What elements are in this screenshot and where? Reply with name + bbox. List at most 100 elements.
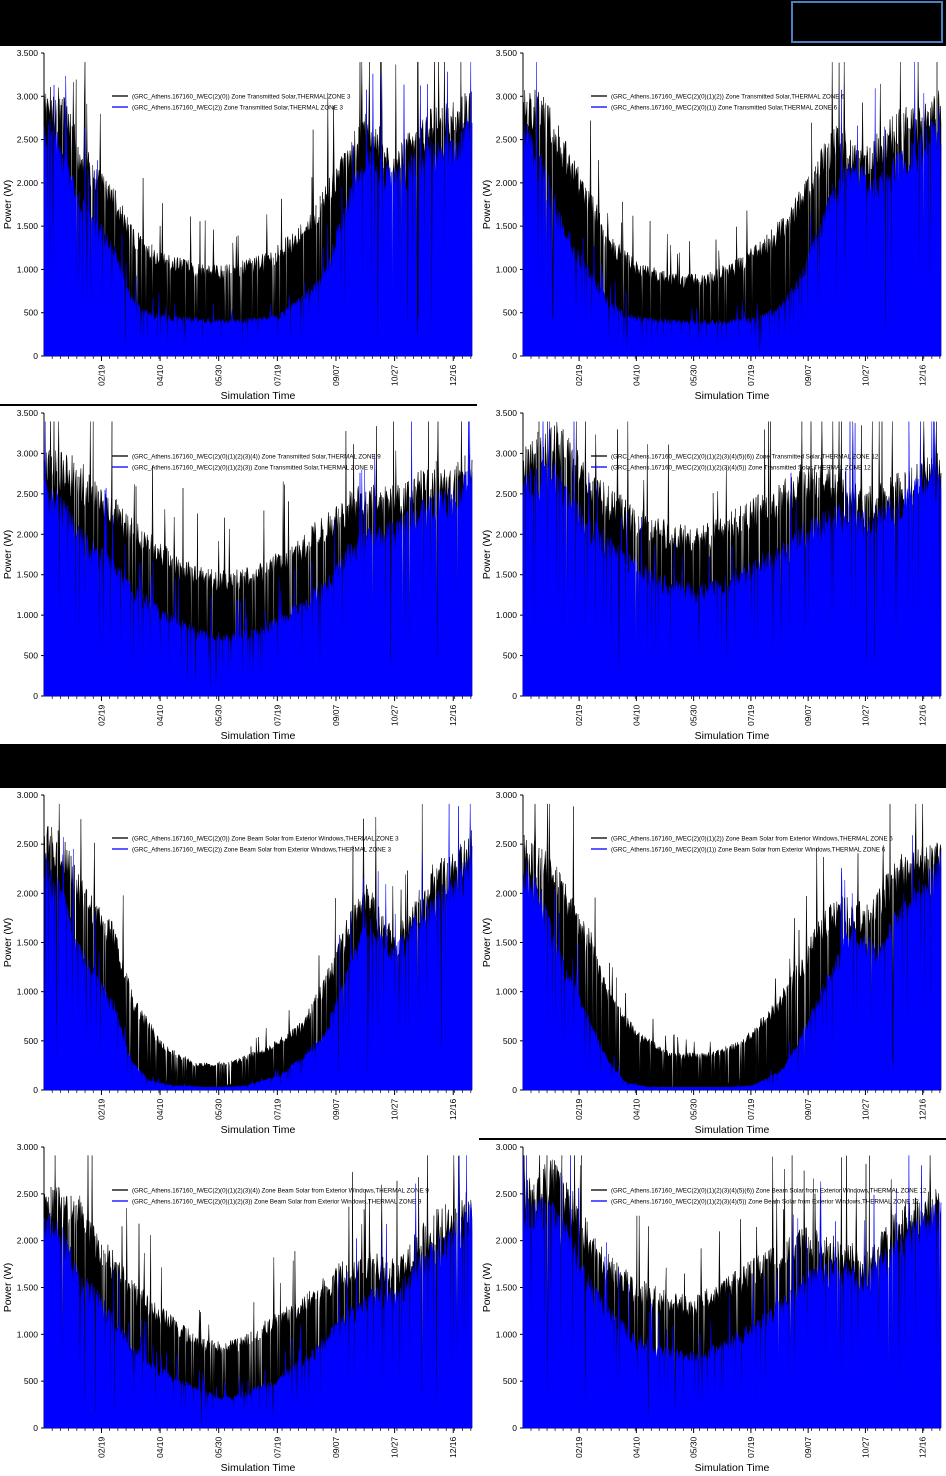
x-tick-label: 09/07: [803, 1098, 813, 1120]
x-tick-label: 07/19: [272, 704, 282, 726]
legend-entry: (GRC_Athens.167160_IWEC(2)(0)(1)(2)(3)(4…: [132, 454, 381, 461]
chart-panel-transmitted-zone-3: 3.500 3.000 2.500 2.000 1.500 1.000 500 0 02/19 0…: [0, 46, 477, 404]
y-axis-label: Power (W): [2, 1263, 14, 1313]
y-tick-label: 1.000: [17, 264, 39, 274]
x-tick-label: 07/19: [746, 1098, 756, 1120]
x-tick-label: 10/27: [860, 1436, 870, 1458]
series-blue-area: [43, 62, 473, 357]
legend-entry: (GRC_Athens.167160_IWEC(2)(0)(1)(2)(3)) …: [132, 465, 374, 472]
chart-svg: 3.500 3.000 2.500 2.000 1.500 1.000 500 0 02/19 0…: [481, 408, 942, 742]
y-tick-label: 1.000: [17, 610, 39, 620]
x-axis-label: Simulation Time: [221, 1462, 296, 1474]
y-tick-label: 3.500: [17, 408, 39, 418]
x-tick-label: 09/07: [803, 364, 813, 386]
series-blue-area: [43, 421, 473, 697]
legend-entry: (GRC_Athens.167160_IWEC(2)(0)(1)(2)(3)(4…: [611, 465, 871, 472]
legend-entry: (GRC_Athens.167160_IWEC(2)(0)(1)(2)(3)) …: [132, 1199, 422, 1206]
x-tick-label: 07/19: [746, 704, 756, 726]
y-tick-label: 2.000: [496, 888, 518, 898]
y-tick-label: 3.000: [17, 1142, 39, 1152]
y-tick-label: 1.000: [17, 1329, 39, 1339]
y-tick-label: 0: [512, 1423, 517, 1433]
chart-svg: 3.000 2.500 2.000 1.500 1.000 500 0 02/19 04/10 0…: [481, 1142, 942, 1474]
chart-svg: 3.000 2.500 2.000 1.500 1.000 500 0 02/19 04/10 0…: [2, 790, 473, 1136]
y-tick-label: 1.000: [496, 264, 518, 274]
y-tick-label: 1.000: [496, 1329, 518, 1339]
x-tick-label: 05/30: [689, 1436, 699, 1458]
x-tick-label: 02/19: [96, 1098, 106, 1120]
chart-panel-beam-zone-12: 3.000 2.500 2.000 1.500 1.000 500 0 02/19 04/10 0…: [479, 1140, 946, 1476]
chart-svg: 3.000 2.500 2.000 1.500 1.000 500 0 02/19 04/10 0…: [2, 1142, 473, 1474]
y-tick-label: 1.000: [496, 987, 518, 997]
y-tick-label: 2.500: [17, 135, 39, 145]
y-tick-label: 500: [503, 1036, 517, 1046]
y-tick-label: 500: [24, 651, 38, 661]
y-tick-label: 1.500: [17, 938, 39, 948]
x-tick-label: 02/19: [574, 1098, 584, 1120]
y-tick-label: 0: [512, 691, 517, 701]
y-tick-label: 1.000: [17, 987, 39, 997]
series-floor-band: [523, 352, 941, 356]
y-tick-label: 3.000: [17, 790, 39, 800]
y-tick-label: 2.000: [496, 1236, 518, 1246]
legend-entry: (GRC_Athens.167160_IWEC(2)(0)(1)(2)(3)(4…: [132, 1188, 429, 1195]
x-tick-label: 02/19: [574, 1436, 584, 1458]
x-tick-label: 05/30: [689, 704, 699, 726]
divider-line: [0, 404, 477, 406]
legend-entry: (GRC_Athens.167160_IWEC(2)(0)(1)(2)(3)(4…: [611, 454, 879, 461]
series-blue-area: [522, 1155, 942, 1429]
chart-svg: 3.500 3.000 2.500 2.000 1.500 1.000 500 0 02/19 0…: [2, 48, 473, 402]
divider-line: [479, 1138, 946, 1140]
top-black-banner: [0, 0, 946, 46]
y-tick-label: 1.500: [496, 1283, 518, 1293]
legend-entry: (GRC_Athens.167160_IWEC(2)(0)) Zone Beam…: [132, 836, 399, 843]
y-tick-label: 2.000: [17, 178, 39, 188]
x-tick-label: 04/10: [155, 1436, 165, 1458]
x-tick-label: 09/07: [331, 704, 341, 726]
x-axis-label: Simulation Time: [695, 1124, 770, 1136]
y-axis-label: Power (W): [481, 1263, 493, 1313]
legend-entry: (GRC_Athens.167160_IWEC(2)) Zone Transmi…: [132, 105, 343, 112]
y-tick-label: 0: [33, 1085, 38, 1095]
y-tick-label: 0: [33, 351, 38, 361]
y-tick-label: 0: [33, 691, 38, 701]
y-axis-label: Power (W): [2, 180, 14, 230]
x-tick-label: 09/07: [331, 1436, 341, 1458]
y-tick-label: 3.000: [496, 1142, 518, 1152]
y-tick-label: 1.500: [496, 570, 518, 580]
y-tick-label: 3.000: [496, 91, 518, 101]
x-tick-label: 09/07: [803, 1436, 813, 1458]
y-tick-label: 1.000: [496, 610, 518, 620]
chart-svg: 3.500 3.000 2.500 2.000 1.500 1.000 500 0 02/19 0…: [2, 408, 473, 742]
x-tick-label: 12/16: [448, 364, 458, 386]
x-tick-label: 05/30: [214, 364, 224, 386]
legend-entry: (GRC_Athens.167160_IWEC(2)) Zone Beam So…: [132, 847, 392, 854]
y-tick-label: 2.000: [496, 178, 518, 188]
chart-svg: 3.000 2.500 2.000 1.500 1.000 500 0 02/19 04/10 0…: [481, 790, 942, 1136]
x-tick-label: 09/07: [331, 1098, 341, 1120]
x-tick-label: 05/30: [214, 1436, 224, 1458]
x-tick-label: 10/27: [390, 704, 400, 726]
y-tick-label: 2.500: [496, 1189, 518, 1199]
x-tick-label: 02/19: [96, 364, 106, 386]
series-floor-band: [44, 352, 472, 356]
x-tick-label: 07/19: [272, 1098, 282, 1120]
legend-entry: (GRC_Athens.167160_IWEC(2)(0)(1)(2)(3)(4…: [611, 1188, 927, 1195]
x-tick-label: 07/19: [272, 364, 282, 386]
y-tick-label: 1.500: [496, 938, 518, 948]
x-axis-label: Simulation Time: [695, 390, 770, 402]
x-tick-label: 07/19: [272, 1436, 282, 1458]
x-tick-label: 05/30: [214, 704, 224, 726]
y-tick-label: 2.000: [17, 529, 39, 539]
y-tick-label: 1.500: [17, 570, 39, 580]
x-tick-label: 04/10: [155, 704, 165, 726]
series-floor-band: [44, 1425, 472, 1428]
y-axis-label: Power (W): [481, 530, 493, 580]
middle-black-banner: [0, 744, 946, 788]
x-tick-label: 02/19: [574, 704, 584, 726]
y-axis-label: Power (W): [481, 918, 493, 968]
x-tick-label: 09/07: [803, 704, 813, 726]
x-tick-label: 04/10: [155, 1098, 165, 1120]
y-tick-label: 2.500: [17, 489, 39, 499]
y-tick-label: 2.500: [17, 839, 39, 849]
